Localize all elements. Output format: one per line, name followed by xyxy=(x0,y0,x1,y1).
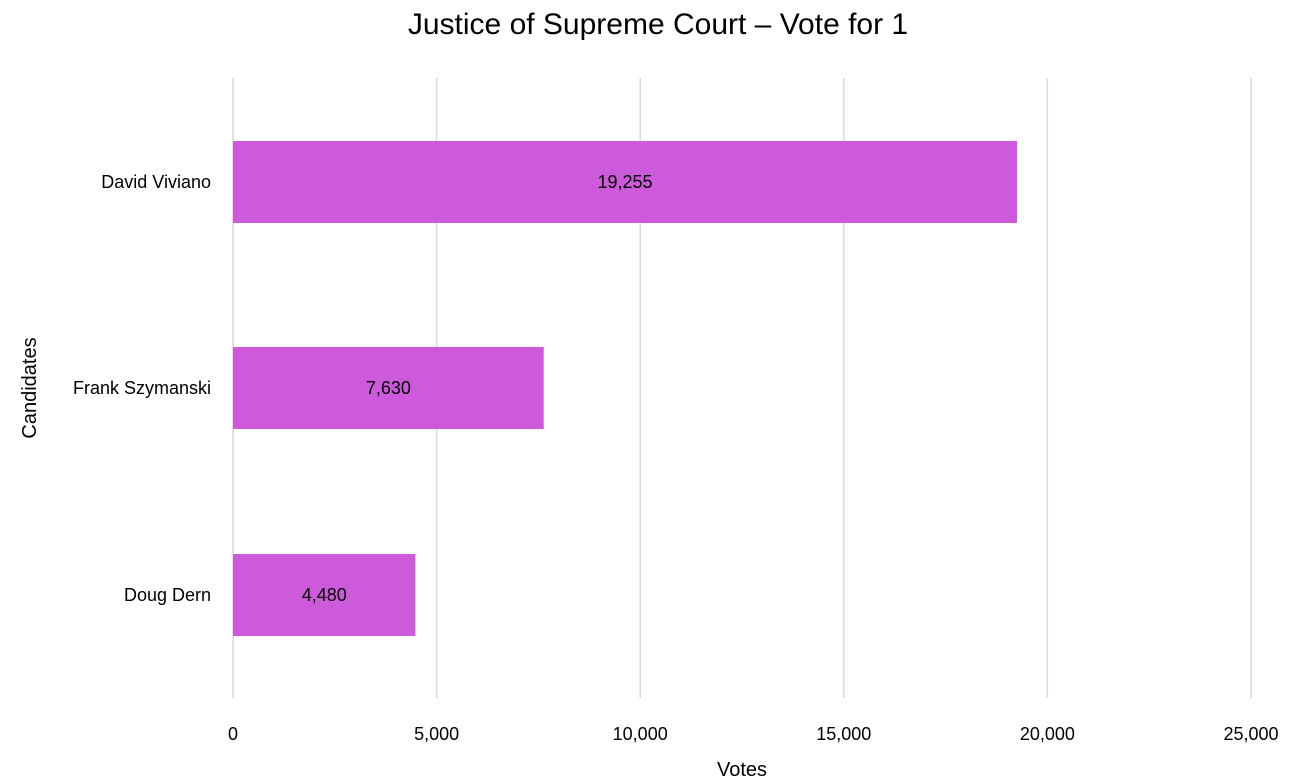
x-tick-label: 20,000 xyxy=(1020,724,1075,744)
bar xyxy=(233,347,544,429)
category-label: David Viviano xyxy=(101,172,211,192)
category-label: Doug Dern xyxy=(124,585,211,605)
x-tick-labels: 0 5,000 10,000 15,000 20,000 25,000 xyxy=(228,724,1279,744)
y-axis-title: Candidates xyxy=(19,337,41,438)
category-label: Frank Szymanski xyxy=(73,378,211,398)
x-tick-label: 10,000 xyxy=(613,724,668,744)
x-axis-title: Votes xyxy=(717,759,767,781)
bar xyxy=(233,141,1018,223)
bar xyxy=(233,554,416,636)
category-labels: David Viviano Frank Szymanski Doug Dern xyxy=(73,172,211,605)
chart-title: Justice of Supreme Court – Vote for 1 xyxy=(408,8,908,41)
data-label: 4,480 xyxy=(302,585,347,605)
bars xyxy=(233,141,1018,636)
data-labels: 19,255 7,630 4,480 xyxy=(302,172,653,605)
x-tick-label: 25,000 xyxy=(1223,724,1278,744)
x-tick-label: 15,000 xyxy=(816,724,871,744)
data-label: 7,630 xyxy=(366,378,411,398)
x-tick-label: 5,000 xyxy=(414,724,459,744)
x-tick-label: 0 xyxy=(228,724,238,744)
data-label: 19,255 xyxy=(598,172,653,192)
